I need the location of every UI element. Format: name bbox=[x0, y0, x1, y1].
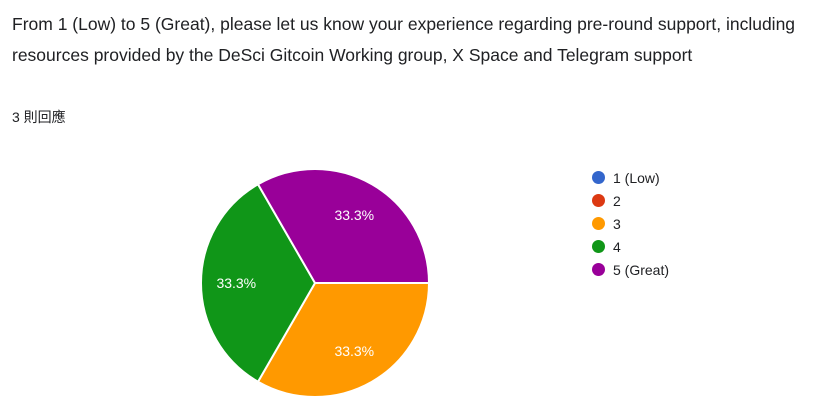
question-title: From 1 (Low) to 5 (Great), please let us… bbox=[12, 14, 796, 65]
legend-item: 5 (Great) bbox=[592, 258, 669, 281]
legend-label: 4 bbox=[613, 238, 621, 255]
legend-item: 2 bbox=[592, 189, 669, 212]
pie-slice-label: 33.3% bbox=[334, 343, 374, 359]
pie-slice-label: 33.3% bbox=[216, 275, 256, 291]
pie-slice-label: 33.3% bbox=[334, 207, 374, 223]
legend-label: 1 (Low) bbox=[613, 169, 660, 186]
pie-chart: 33.3% 33.3% 33.3% bbox=[200, 168, 431, 398]
legend: 1 (Low) 2 3 4 5 (Great) bbox=[592, 166, 669, 281]
legend-item: 3 bbox=[592, 212, 669, 235]
legend-label: 5 (Great) bbox=[613, 261, 670, 278]
legend-swatch-icon bbox=[592, 263, 605, 276]
legend-label: 2 bbox=[613, 192, 621, 209]
legend-swatch-icon bbox=[592, 194, 605, 207]
pie-slice-4[interactable] bbox=[200, 182, 317, 384]
legend-item: 1 (Low) bbox=[592, 166, 669, 189]
legend-swatch-icon bbox=[592, 171, 605, 184]
response-count: 3 則回應 bbox=[12, 109, 66, 125]
legend-item: 4 bbox=[592, 235, 669, 258]
pie-slice-5-Great[interactable] bbox=[256, 168, 431, 284]
pie-slice-3[interactable] bbox=[256, 282, 431, 398]
legend-swatch-icon bbox=[592, 240, 605, 253]
pie-chart-area: 33.3% 33.3% 33.3% bbox=[185, 153, 445, 413]
legend-label: 3 bbox=[613, 215, 621, 232]
legend-swatch-icon bbox=[592, 217, 605, 230]
